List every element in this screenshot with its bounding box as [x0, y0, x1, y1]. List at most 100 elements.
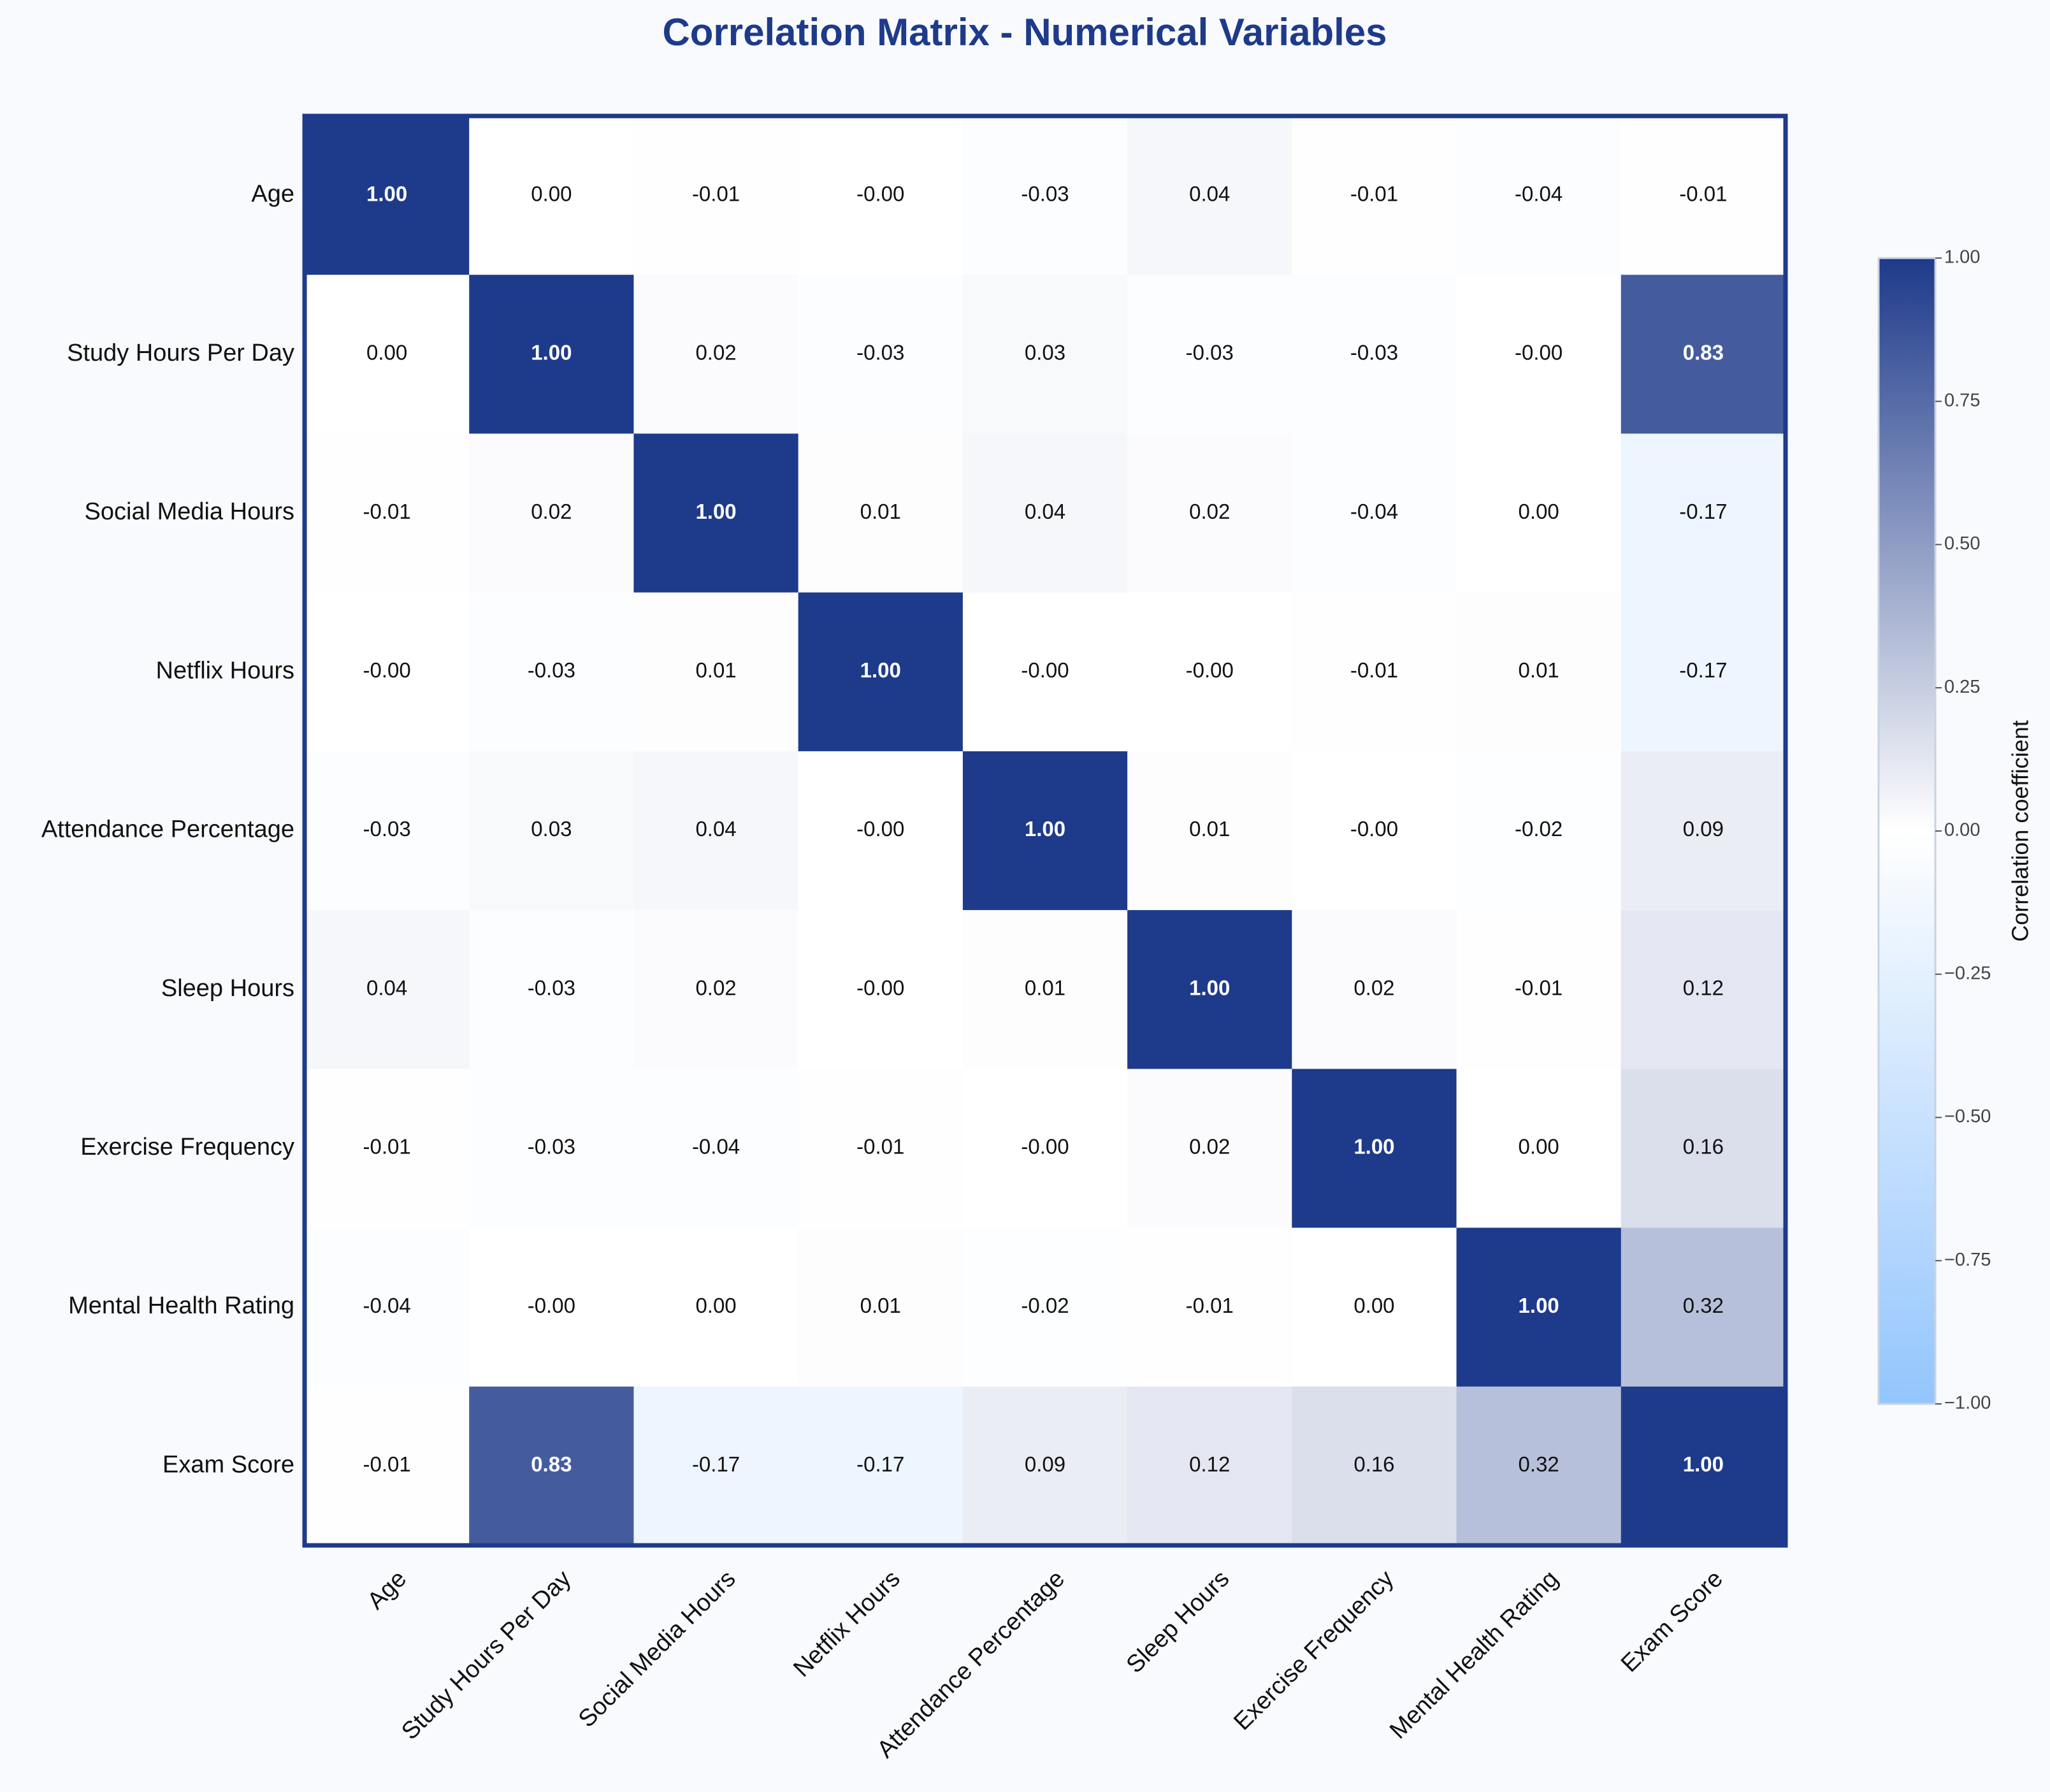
heatmap-value-label: 0.00 [1519, 1135, 1559, 1159]
heatmap-value-label: 1.00 [1189, 976, 1230, 999]
heatmap-value-label: 0.00 [1353, 1294, 1394, 1317]
heatmap-value-label: 0.00 [695, 1294, 736, 1317]
heatmap-value-label: -0.00 [1515, 341, 1563, 365]
heatmap-cell [1292, 910, 1457, 1069]
heatmap-value-label: -0.00 [856, 182, 904, 205]
colorbar-tick-label: 0.00 [1944, 820, 1980, 841]
y-tick-label: Mental Health Rating [68, 1292, 294, 1319]
heatmap-cell [633, 116, 799, 275]
heatmap-cell [305, 751, 470, 911]
heatmap-cell [1621, 592, 1786, 752]
heatmap-cell [1621, 275, 1786, 435]
heatmap-cell [633, 275, 799, 435]
heatmap-cell [798, 1227, 964, 1387]
heatmap-value-label: -0.01 [1515, 976, 1563, 999]
heatmap-cell [1292, 1069, 1457, 1229]
heatmap-cell [1621, 1227, 1786, 1387]
heatmap-value-label: 0.83 [531, 1452, 572, 1476]
heatmap-value-label: -0.17 [692, 1452, 740, 1476]
heatmap-value-label: -0.01 [856, 1135, 904, 1159]
heatmap-cell [962, 1069, 1128, 1229]
heatmap-cell [633, 1227, 799, 1387]
heatmap-value-label: 1.00 [1025, 817, 1065, 841]
chart-title: Correlation Matrix - Numerical Variables [662, 11, 1387, 54]
heatmap-cell [1621, 1386, 1786, 1546]
heatmap-value-label: 0.03 [1025, 341, 1065, 365]
heatmap-cell [1292, 592, 1457, 752]
heatmap-value-label: -0.00 [1350, 817, 1398, 841]
heatmap-cell [633, 433, 799, 593]
heatmap-value-label: 0.02 [1353, 976, 1394, 999]
heatmap-value-label: -0.01 [1350, 182, 1398, 205]
heatmap-cell [798, 433, 964, 593]
colorbar-tick-label: −1.00 [1944, 1393, 1991, 1413]
heatmap-cell [1456, 751, 1622, 911]
x-tick-label: Age [363, 1565, 412, 1615]
heatmap-cell [1621, 116, 1786, 275]
heatmap-value-label: -0.03 [363, 817, 411, 841]
heatmap-cell [305, 1227, 470, 1387]
heatmap-value-label: 0.04 [695, 817, 736, 841]
heatmap-cell [1456, 1386, 1622, 1546]
x-tick-label: Exam Score [1616, 1565, 1728, 1677]
heatmap-cell [962, 592, 1128, 752]
heatmap-cell [798, 751, 964, 911]
heatmap-value-label: -0.02 [1515, 817, 1563, 841]
heatmap-value-label: -0.02 [1021, 1294, 1069, 1317]
y-tick-label: Attendance Percentage [41, 816, 294, 843]
heatmap-cell [469, 116, 635, 275]
y-tick-label: Age [251, 181, 294, 208]
x-tick-label: Attendance Percentage [872, 1565, 1070, 1763]
heatmap-cell [962, 910, 1128, 1069]
heatmap-value-label: -0.04 [1350, 500, 1398, 523]
heatmap-value-label: 0.04 [1025, 500, 1065, 523]
heatmap-value-label: -0.00 [1186, 658, 1234, 682]
heatmap-cell [305, 116, 470, 275]
heatmap-value-label: -0.01 [1350, 658, 1398, 682]
heatmap-cell [633, 592, 799, 752]
colorbar-tick-label: 1.00 [1944, 247, 1980, 268]
heatmap-cell [1127, 751, 1292, 911]
heatmap-cell [1127, 910, 1292, 1069]
x-tick-label: Social Media Hours [574, 1565, 741, 1733]
heatmap-value-label: 0.03 [531, 817, 572, 841]
colorbar: 1.00 0.75 0.50 0.25 0.00 −0.25 −0.50 −0.75 −1.00… [1877, 247, 2033, 1413]
heatmap-cell [305, 910, 470, 1069]
heatmap-value-label: 0.02 [695, 976, 736, 999]
heatmap-cell [962, 275, 1128, 435]
colorbar-tick-label: −0.25 [1944, 963, 1991, 983]
heatmap-cell [469, 1069, 635, 1229]
heatmap-cell [1456, 592, 1622, 752]
heatmap-cell [469, 1227, 635, 1387]
y-tick-label: Netflix Hours [156, 657, 295, 684]
heatmap-value-label: -0.03 [528, 1135, 575, 1159]
colorbar-gradient [1877, 257, 1937, 1405]
heatmap-cell [1127, 1386, 1292, 1546]
heatmap-value-label: -0.01 [1679, 182, 1727, 205]
y-tick-label: Social Media Hours [85, 498, 294, 525]
heatmap-cell [469, 592, 635, 752]
heatmap-value-label: -0.03 [856, 341, 904, 365]
heatmap-cell [633, 1386, 799, 1546]
heatmap-cell [1127, 1227, 1292, 1387]
heatmap-cell [305, 592, 470, 752]
heatmap-value-label: -0.00 [1021, 658, 1069, 682]
heatmap-cell [469, 751, 635, 911]
x-tick-label: Mental Health Rating [1385, 1565, 1564, 1744]
heatmap-cell [469, 275, 635, 435]
y-tick-label: Sleep Hours [161, 975, 294, 1002]
heatmap-value-label: 0.00 [366, 341, 407, 365]
heatmap-cell [1292, 1386, 1457, 1546]
colorbar-tick-label: −0.75 [1944, 1250, 1991, 1270]
heatmap-cell [962, 1227, 1128, 1387]
heatmap-value-label: -0.01 [1186, 1294, 1234, 1317]
heatmap-cell [798, 275, 964, 435]
heatmap-value-label: 0.09 [1683, 817, 1724, 841]
heatmap-cell [1127, 592, 1292, 752]
heatmap-value-label: 0.83 [1683, 341, 1724, 365]
heatmap-value-label: -0.03 [528, 658, 575, 682]
colorbar-tick-label: 0.50 [1944, 533, 1980, 554]
heatmap-value-label: -0.01 [363, 1135, 411, 1159]
colorbar-label: Correlation coefficient [2007, 720, 2033, 942]
heatmap-cell [633, 1069, 799, 1229]
